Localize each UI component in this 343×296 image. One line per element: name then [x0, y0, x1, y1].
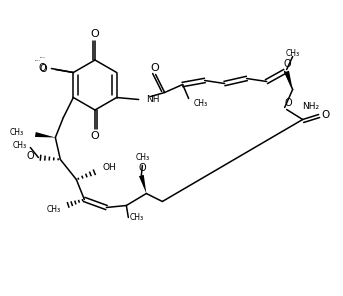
Text: O: O [39, 64, 47, 73]
Text: O: O [39, 62, 46, 73]
Text: O: O [285, 97, 293, 107]
Text: CH₃: CH₃ [286, 49, 300, 58]
Text: methoxy: methoxy [35, 60, 42, 61]
Text: CH₃: CH₃ [194, 99, 208, 108]
Polygon shape [35, 132, 55, 138]
Text: NH₂: NH₂ [302, 102, 319, 111]
Text: methoxy: methoxy [40, 57, 46, 58]
Text: O: O [91, 131, 99, 141]
Text: OH: OH [102, 163, 116, 172]
Text: O: O [139, 163, 146, 173]
Text: CH₃: CH₃ [12, 141, 26, 150]
Text: O: O [321, 110, 330, 120]
Text: CH₃: CH₃ [135, 153, 150, 162]
Polygon shape [139, 175, 146, 194]
Text: O: O [91, 29, 99, 39]
Polygon shape [284, 71, 293, 89]
Text: O: O [150, 62, 159, 73]
Text: CH₃: CH₃ [9, 128, 23, 137]
Text: CH₃: CH₃ [46, 205, 60, 214]
Text: O: O [284, 59, 292, 68]
Text: O: O [27, 150, 34, 160]
Text: NH: NH [146, 95, 159, 104]
Text: CH₃: CH₃ [129, 213, 143, 222]
